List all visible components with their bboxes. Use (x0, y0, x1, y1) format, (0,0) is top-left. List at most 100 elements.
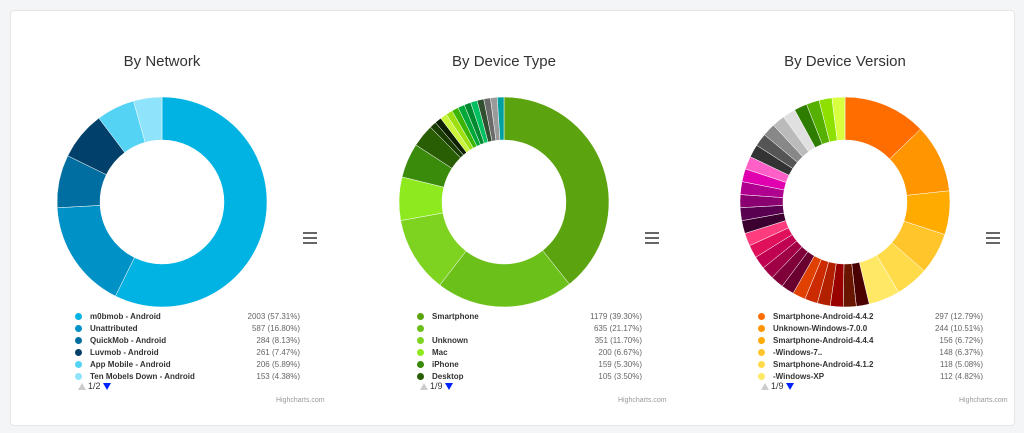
legend-marker (75, 312, 82, 320)
legend-pager: 1/9 (420, 381, 453, 391)
credit-link[interactable]: Highcharts.com (276, 397, 325, 404)
hamburger-icon (645, 232, 659, 234)
legend-pager: 1/2 (78, 381, 111, 391)
legend-label: Mac (432, 347, 448, 357)
arrow-down-icon[interactable] (102, 382, 111, 390)
legend-item[interactable]: App Mobile - Android 206 (5.89%) (75, 358, 315, 370)
legend: m0bmob - Android 2003 (57.31%) Unattribute… (75, 310, 315, 380)
pie-slice[interactable] (133, 96, 163, 143)
legend-value: 112 (4.82%) (940, 371, 983, 381)
legend-marker (758, 360, 765, 368)
legend-label: Smartphone (432, 311, 479, 321)
legend-item[interactable]: Smartphone-Android-4.4.2 297 (12.79%) (758, 310, 998, 322)
legend-item[interactable]: m0bmob - Android 2003 (57.31%) (75, 310, 315, 322)
legend-marker (75, 324, 82, 332)
legend-label: App Mobile - Android (90, 359, 171, 369)
legend-item[interactable]: Smartphone-Android-4.4.4 156 (6.72%) (758, 334, 998, 346)
legend-item[interactable]: Ten Mobels Down - Android 153 (4.38%) (75, 370, 315, 380)
dashboard-card: By Network m0bmob - Android 2003 (57.31%)… (10, 10, 1015, 426)
legend-item[interactable]: Mac 200 (6.67%) (417, 346, 657, 358)
page-indicator: 1/2 (88, 381, 101, 391)
legend-value: 2003 (57.31%) (247, 311, 300, 321)
legend-value: 351 (11.70%) (594, 335, 642, 345)
legend-marker (758, 312, 765, 320)
arrow-up-icon[interactable] (761, 382, 769, 390)
legend-label: Desktop (432, 371, 464, 381)
arrow-up-icon[interactable] (78, 382, 86, 390)
legend-marker (417, 348, 424, 356)
legend-label: Ten Mobels Down - Android (90, 371, 195, 381)
legend-label: iPhone (432, 359, 459, 369)
legend-label: Unknown (432, 335, 468, 345)
legend-item[interactable]: QuickMob - Android 284 (8.13%) (75, 334, 315, 346)
chart-title: By Device Type (452, 53, 556, 70)
pie-slice[interactable] (115, 96, 268, 308)
legend-pager: 1/9 (761, 381, 794, 391)
legend-item[interactable]: Desktop 105 (3.50%) (417, 370, 657, 380)
legend-value: 159 (5.30%) (598, 359, 642, 369)
legend-value: 297 (12.79%) (934, 311, 983, 321)
pie-slice[interactable] (503, 96, 610, 285)
legend-item[interactable]: Smartphone 1179 (39.30%) (417, 310, 657, 322)
pie-slice-minor[interactable] (496, 96, 505, 141)
legend-label: QuickMob - Android (90, 335, 167, 345)
chart-title: By Network (123, 53, 201, 70)
chart-menu-button[interactable] (645, 232, 659, 244)
donut-chart (56, 96, 268, 308)
legend-item[interactable]: Unattributed 587 (16.80%) (75, 322, 315, 334)
legend-marker (75, 348, 82, 356)
legend-value: 206 (5.89%) (256, 359, 300, 369)
legend-item[interactable]: Luvmob - Android 261 (7.47%) (75, 346, 315, 358)
legend-marker (758, 336, 765, 344)
legend-marker (417, 336, 424, 344)
credit-link[interactable]: Highcharts.com (618, 397, 667, 404)
legend-item[interactable]: -Windows-XP 112 (4.82%) (758, 370, 998, 380)
legend-value: 261 (7.47%) (256, 347, 300, 357)
legend-value: 118 (5.08%) (940, 359, 983, 369)
pie-slice-minor[interactable] (831, 96, 846, 141)
arrow-down-icon[interactable] (785, 382, 794, 390)
legend-value: 153 (4.38%) (256, 371, 300, 381)
legend-value: 200 (6.67%) (598, 347, 642, 357)
legend-marker (417, 312, 424, 320)
legend-marker (75, 336, 82, 344)
legend-marker (758, 324, 765, 332)
donut-chart (398, 96, 610, 308)
legend-marker (75, 360, 82, 368)
credit-link[interactable]: Highcharts.com (959, 397, 1008, 404)
legend-item[interactable]: Unknown-Windows-7.0.0 244 (10.51%) (758, 322, 998, 334)
hamburger-icon (303, 232, 317, 234)
legend-value: 105 (3.50%) (598, 371, 642, 381)
legend-label: Unattributed (90, 323, 138, 333)
legend-item[interactable]: Smartphone-Android-4.1.2 118 (5.08%) (758, 358, 998, 370)
legend-marker (758, 348, 765, 356)
legend-label: Smartphone-Android-4.1.2 (773, 359, 874, 369)
legend-label: -Windows-XP (773, 371, 825, 381)
legend-label: -Windows-7.. (773, 347, 823, 357)
legend-value: 156 (6.72%) (939, 335, 983, 345)
hamburger-icon (986, 232, 1000, 234)
legend-item[interactable]: -Windows-7.. 148 (6.37%) (758, 346, 998, 358)
legend-item[interactable]: Unknown 351 (11.70%) (417, 334, 657, 346)
legend-marker (417, 324, 424, 332)
legend-label: Smartphone-Android-4.4.2 (773, 311, 874, 321)
chart-title: By Device Version (784, 53, 906, 70)
chart-menu-button[interactable] (303, 232, 317, 244)
legend-item[interactable]: iPhone 159 (5.30%) (417, 358, 657, 370)
legend-value: 244 (10.51%) (934, 323, 983, 333)
legend: Smartphone 1179 (39.30%) 635 (21.17%) Unkno… (417, 310, 657, 380)
legend-value: 1179 (39.30%) (590, 311, 642, 321)
legend-item[interactable]: 635 (21.17%) (417, 322, 657, 334)
arrow-down-icon[interactable] (444, 382, 453, 390)
chart-menu-button[interactable] (986, 232, 1000, 244)
legend-label: Smartphone-Android-4.4.4 (773, 335, 874, 345)
arrow-up-icon[interactable] (420, 382, 428, 390)
legend-value: 587 (16.80%) (251, 323, 300, 333)
legend-value: 284 (8.13%) (256, 335, 300, 345)
device-type-chart: By Device Type Smartphone 1179 (39.30%) 63… (373, 11, 713, 425)
legend-value: 148 (6.37%) (939, 347, 983, 357)
page-indicator: 1/9 (430, 381, 443, 391)
legend-label: Unknown-Windows-7.0.0 (773, 323, 868, 333)
legend-marker (417, 372, 424, 380)
legend-value: 635 (21.17%) (593, 323, 642, 333)
